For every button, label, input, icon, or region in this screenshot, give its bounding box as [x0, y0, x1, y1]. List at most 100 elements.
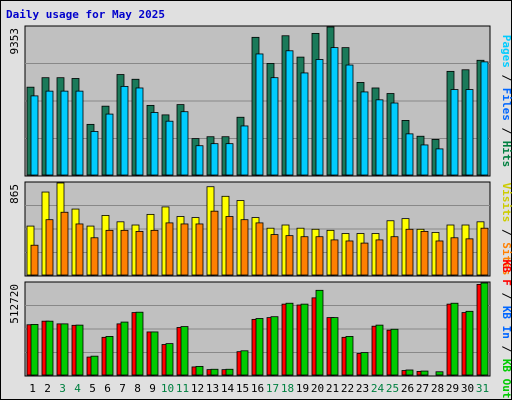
bar-pages [45, 90, 54, 176]
bar-pages [180, 111, 189, 176]
bar-pages [420, 144, 429, 176]
bar-sites [225, 216, 234, 276]
day-label: 13 [206, 382, 219, 395]
bar-pages [210, 143, 219, 176]
day-label: 25 [386, 382, 399, 395]
bar-pages [405, 133, 414, 176]
bar-kb_in [300, 303, 309, 376]
bar-kb_in [405, 369, 414, 376]
bar-kb_in [165, 343, 174, 376]
bar-sites [480, 227, 489, 276]
bar-pages [195, 145, 204, 176]
bar-kb_in [120, 321, 129, 376]
bar-kb_in [195, 365, 204, 376]
day-label: 4 [74, 382, 81, 395]
legend-entry: Sites [500, 242, 512, 275]
bar-kb_in [210, 368, 219, 376]
bar-sites [330, 239, 339, 276]
bar-sites [150, 229, 159, 276]
panel-legend: Pages / Files / Hits [500, 35, 512, 168]
bar-sites [30, 244, 39, 276]
bar-sites [240, 219, 249, 276]
bar-sites [270, 234, 279, 276]
day-label: 8 [134, 382, 141, 395]
bar-sites [75, 223, 84, 276]
bar-kb_in [270, 316, 279, 376]
bar-kb_in [225, 368, 234, 376]
bar-pages [300, 72, 309, 176]
bar-pages [315, 59, 324, 176]
day-label: 19 [296, 382, 309, 395]
bar-kb_in [105, 336, 114, 376]
bar-kb_in [45, 320, 54, 376]
day-labels: 1 2 3 4 5 6 7 8 9 10 11 12 13 14 15 16 17 18 19 20 21 22 23 24 2… [29, 382, 489, 395]
legend-entry: KB Out [500, 359, 512, 399]
day-label: 17 [266, 382, 279, 395]
bar-sites [285, 235, 294, 276]
legend-entry: Pages [500, 35, 512, 68]
day-label: 26 [401, 382, 414, 395]
day-label: 6 [104, 382, 111, 395]
bar-sites [195, 223, 204, 276]
day-label: 12 [191, 382, 204, 395]
day-label: 27 [416, 382, 429, 395]
day-label: 22 [341, 382, 354, 395]
day-label: 23 [356, 382, 369, 395]
bar-sites [315, 236, 324, 276]
bar-sites [135, 230, 144, 276]
bar-pages [330, 47, 339, 176]
bar-sites [435, 240, 444, 276]
day-label: 14 [221, 382, 235, 395]
legend-entry: / [500, 68, 512, 88]
day-label: 3 [59, 382, 66, 395]
bar-sites [45, 219, 54, 276]
legend-entry: / [500, 121, 512, 141]
day-label: 20 [311, 382, 324, 395]
day-label: 1 [29, 382, 36, 395]
bar-sites [165, 222, 174, 276]
bar-sites [465, 238, 474, 276]
bar-pages [120, 85, 129, 176]
day-label: 15 [236, 382, 249, 395]
day-label: 28 [431, 382, 444, 395]
bar-pages [285, 50, 294, 176]
bar-pages [375, 99, 384, 176]
y-max-label: 865 [8, 184, 21, 204]
day-label: 31 [476, 382, 489, 395]
bar-kb_in [465, 310, 474, 376]
panel-legend: KB F / KB In / KB Out [500, 259, 512, 398]
y-max-label: 512720 [8, 284, 21, 324]
day-label: 24 [371, 382, 385, 395]
bar-kb_in [420, 370, 429, 376]
panel-3: 512720 KB F / KB In / KB Out [8, 259, 512, 398]
bar-kb_in [90, 355, 99, 376]
day-label: 2 [44, 382, 51, 395]
legend-entry: Visits [500, 183, 512, 223]
day-label: 30 [461, 382, 474, 395]
legend-entry: KB F [500, 259, 512, 286]
y-max-label: 9353 [8, 28, 21, 55]
day-label: 9 [149, 382, 156, 395]
bar-kb_in [75, 324, 84, 376]
bar-kb_in [180, 326, 189, 376]
day-label: 18 [281, 382, 294, 395]
day-label: 11 [176, 382, 189, 395]
bar-pages [90, 131, 99, 176]
legend-entry: / [500, 339, 512, 359]
bar-pages [435, 148, 444, 176]
bar-pages [30, 95, 39, 176]
day-label: 7 [119, 382, 126, 395]
panel-legend: Visits / Sites [500, 183, 512, 276]
legend-entry: / [500, 222, 512, 242]
bar-pages [480, 61, 489, 176]
bar-sites [360, 242, 369, 276]
bar-sites [450, 237, 459, 276]
bar-sites [210, 210, 219, 276]
bar-kb_in [60, 323, 69, 376]
legend-entry: Hits [500, 141, 512, 168]
bar-pages [360, 91, 369, 176]
bar-sites [120, 229, 129, 276]
bar-sites [60, 211, 69, 276]
bar-kb_in [480, 282, 489, 376]
